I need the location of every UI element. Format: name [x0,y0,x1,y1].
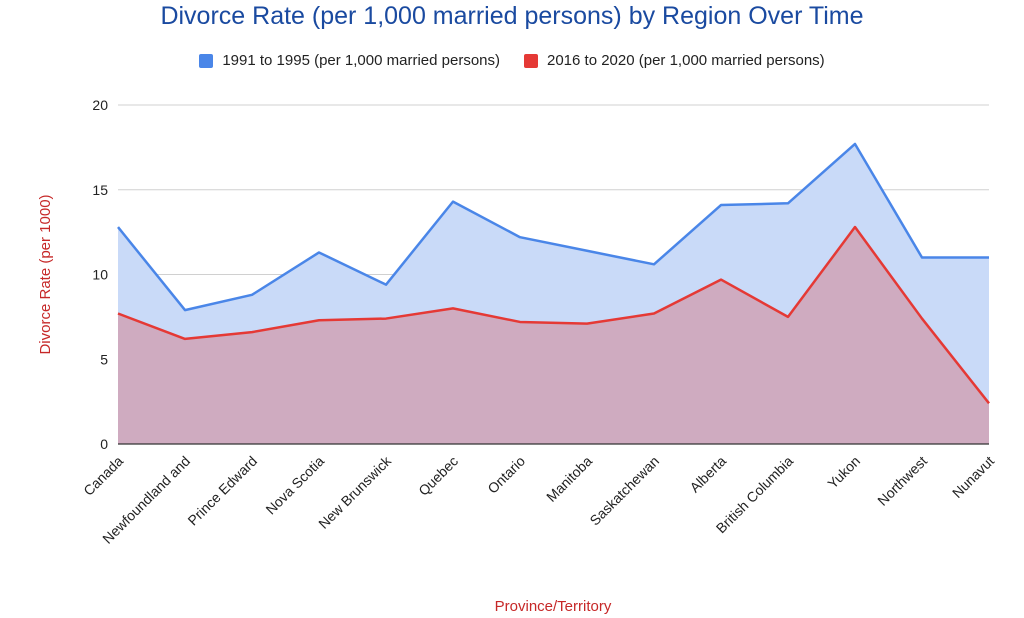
x-tick-label: Nova Scotia [262,453,327,518]
x-tick-label: Northwest [874,453,930,509]
x-tick-label: Nunavut [949,453,997,501]
line-series-1[interactable] [117,142,989,312]
legend-label-series-2: 2016 to 2020 (per 1,000 married persons) [547,52,825,69]
chart-title: Divorce Rate (per 1,000 married persons)… [160,2,864,30]
x-axis-label: Province/Territory [495,598,612,615]
y-tick-label: 5 [100,351,108,367]
legend-swatch-series-2 [524,53,538,68]
legend-label-series-1: 1991 to 1995 (per 1,000 married persons) [222,52,500,69]
x-tick-label: Manitoba [543,453,595,505]
x-tick-label: New Brunswick [315,452,395,532]
y-axis-label: Divorce Rate (per 1000) [37,194,54,354]
x-tick-label: Quebec [415,453,461,499]
legend-swatch-series-1 [199,53,214,68]
x-tick-label: Alberta [686,453,729,496]
line-series-2[interactable] [117,225,990,405]
x-tick-label: Ontario [484,453,528,497]
x-tick-label: Yukon [824,453,863,492]
legend: 1991 to 1995 (per 1,000 married persons)… [0,52,1024,69]
y-tick-label: 0 [100,436,108,452]
y-tick-label: 15 [92,182,108,198]
x-tick-label: Saskatchewan [586,453,662,529]
x-tick-label: Canada [80,453,126,499]
area-fill-series-2 [118,227,989,444]
legend-item-series-1[interactable]: 1991 to 1995 (per 1,000 married persons) [199,52,500,69]
y-tick-label: 20 [92,97,108,113]
legend-item-series-2[interactable]: 2016 to 2020 (per 1,000 married persons) [524,52,825,69]
x-tick-label: Prince Edward [184,453,260,529]
y-tick-label: 10 [92,267,108,283]
